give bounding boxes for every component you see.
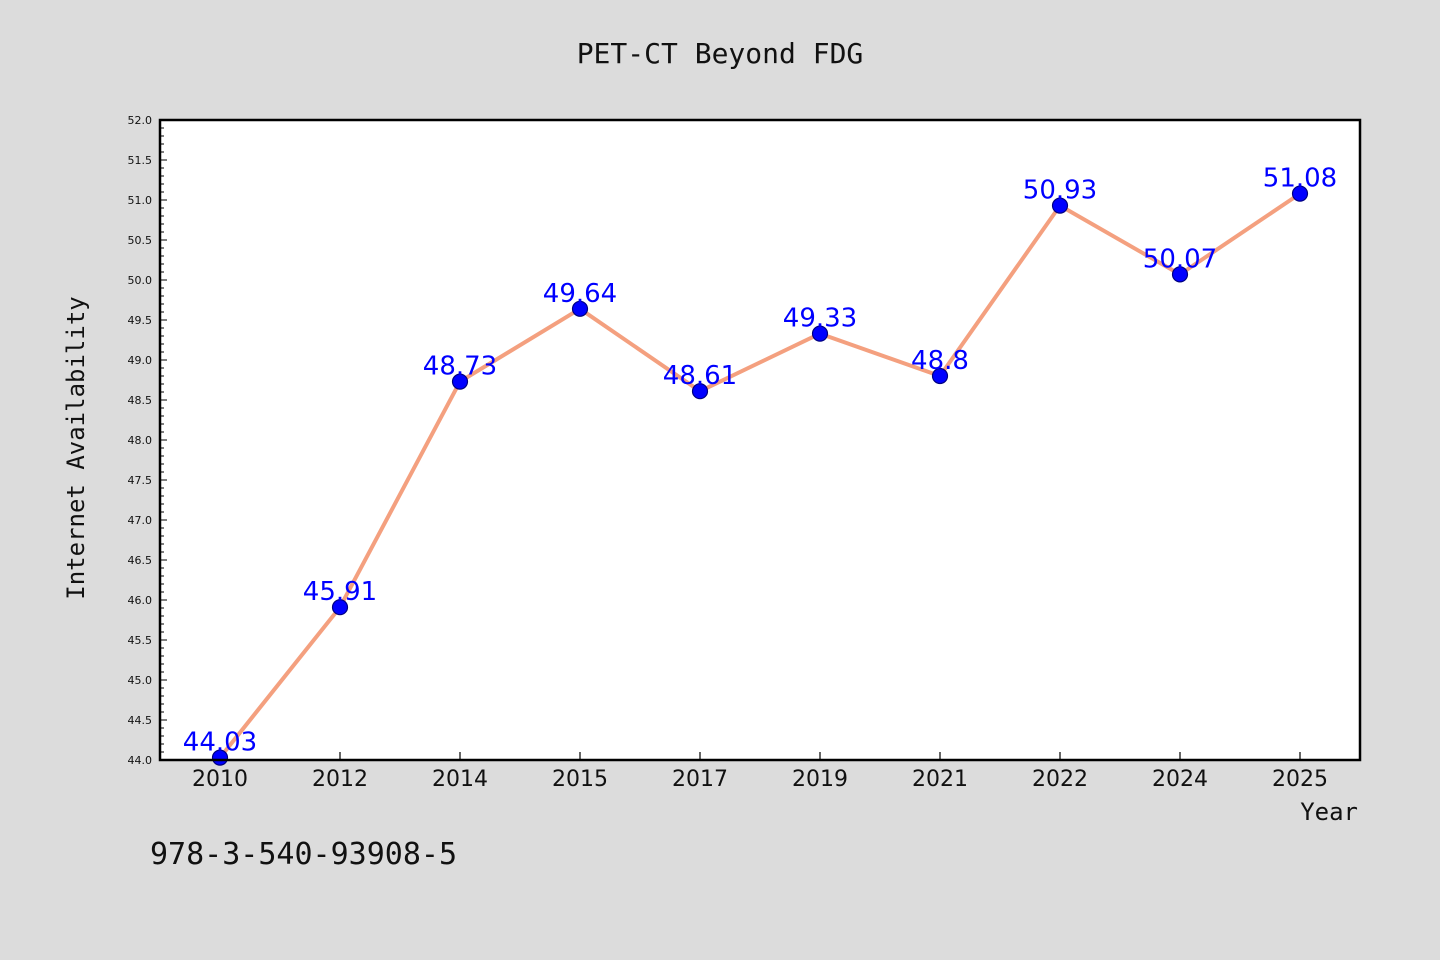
y-tick-label: 44.5 [128, 714, 153, 727]
y-tick-label: 52.0 [128, 114, 153, 127]
footer-code: 978-3-540-93908-5 [150, 837, 457, 872]
data-point-2025 [1291, 185, 1309, 202]
data-label-2012: 45.91 [303, 577, 377, 607]
y-tick-label: 47.0 [128, 514, 153, 527]
data-point-2019 [811, 325, 829, 342]
x-tick-label: 2010 [192, 767, 248, 792]
x-tick-label: 2024 [1152, 767, 1208, 792]
x-axis: 2010 2012 2014 2015 2017 2019 2021 2022 2024 2025 [192, 752, 1328, 792]
y-tick-label: 46.5 [128, 554, 153, 567]
data-label-2015: 49.64 [543, 279, 617, 309]
y-axis: 44.0 44.5 45.0 45.5 46.0 46.5 47.0 47.5 48.0 48.5… [128, 114, 167, 767]
data-label-2025: 51.08 [1263, 164, 1337, 194]
x-tick-label: 2022 [1032, 767, 1088, 792]
y-tick-label: 51.5 [128, 154, 153, 167]
y-tick-label: 48.5 [128, 394, 153, 407]
y-tick-label: 49.5 [128, 314, 153, 327]
data-point-2022 [1051, 197, 1069, 214]
data-label-2014: 48.73 [423, 352, 497, 382]
y-axis-label: Internet Availability [62, 296, 90, 599]
data-point-2012 [331, 599, 349, 616]
y-tick-label: 48.0 [128, 434, 153, 447]
data-label-2022: 50.93 [1023, 176, 1097, 206]
data-point-2024 [1171, 266, 1189, 283]
plot-frame [158, 118, 1362, 762]
x-axis-label: Year [1300, 798, 1358, 826]
y-tick-label: 50.0 [128, 274, 153, 287]
data-label-2019: 49.33 [783, 304, 857, 334]
data-point-2017 [691, 383, 709, 400]
data-label-2010: 44.03 [183, 728, 257, 758]
series-markers [211, 185, 1309, 766]
y-tick-label: 51.0 [128, 194, 153, 207]
x-tick-label: 2014 [432, 767, 488, 792]
y-tick-label: 49.0 [128, 354, 153, 367]
data-label-2024: 50.07 [1143, 244, 1217, 274]
data-point-2015 [571, 300, 589, 317]
x-tick-label: 2025 [1272, 767, 1328, 792]
y-tick-label: 46.0 [128, 594, 153, 607]
y-tick-label: 44.0 [128, 754, 153, 767]
y-tick-label: 47.5 [128, 474, 153, 487]
data-point-2014 [451, 373, 469, 390]
x-tick-label: 2017 [672, 767, 728, 792]
plot-area [160, 120, 1360, 760]
x-tick-label: 2021 [912, 767, 968, 792]
y-tick-label: 50.5 [128, 234, 153, 247]
data-point-2021 [931, 367, 949, 385]
series-line [218, 191, 1302, 760]
x-tick-label: 2019 [792, 767, 848, 792]
y-tick-label: 45.5 [128, 634, 153, 647]
data-labels: 44.03 45.91 48.73 49.64 48.61 49.33 48.8 50.93 5… [183, 164, 1337, 758]
y-tick-label: 45.0 [128, 674, 153, 687]
chart-title: PET-CT Beyond FDG [577, 37, 864, 70]
x-tick-label: 2012 [312, 767, 368, 792]
x-tick-label: 2015 [552, 767, 608, 792]
data-label-2021: 48.8 [911, 346, 969, 376]
data-point-2010 [211, 749, 229, 766]
data-label-2017: 48.61 [663, 361, 737, 391]
